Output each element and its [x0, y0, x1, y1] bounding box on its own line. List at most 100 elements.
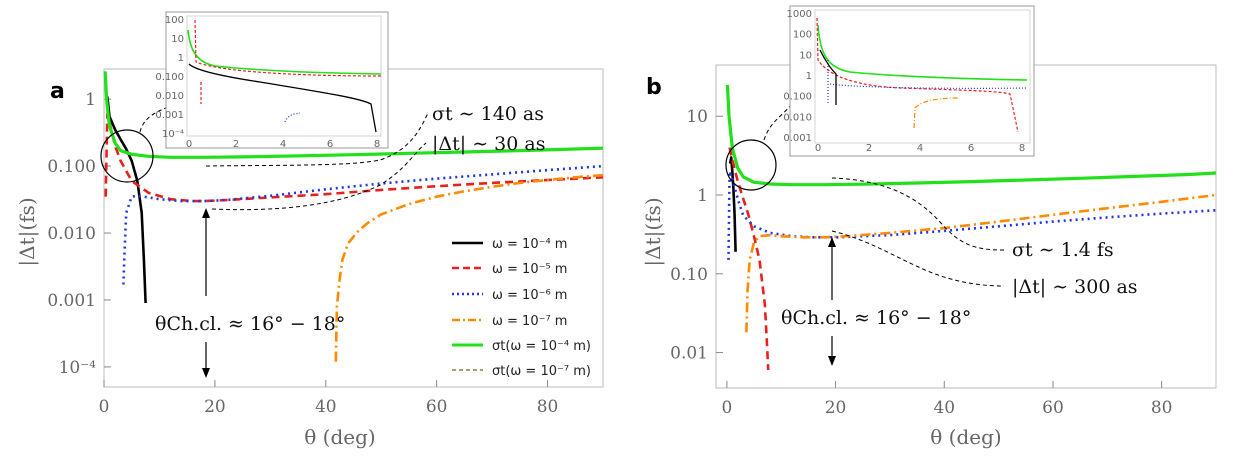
arrowhead-up-b [828, 237, 836, 247]
inset-series-orange-b [913, 97, 961, 129]
zoom-connector-b [763, 103, 793, 141]
inset-y-tick-b-4: 0.100 [783, 92, 812, 103]
panel-label-b: b [646, 75, 662, 100]
inset-ticks-b: 0 2 4 6 8 1000 100 10 1 0.100 0.010 0.001 [783, 9, 1025, 154]
inset-plot-b: 0 2 4 6 8 1000 100 10 1 0.100 0.010 0.001 [783, 5, 1035, 157]
inset-series-green-b [817, 24, 1028, 81]
series-line-b-4 [725, 84, 1217, 187]
zoom-circle-b [725, 139, 777, 191]
inset-y-tick-b-6: 0.001 [783, 133, 812, 144]
y-tick-label-a-1: 0.100 [47, 157, 96, 177]
legend-label-5: σt(ω = 10⁻⁴ m) [492, 339, 591, 354]
y-axis-label-b: |Δt|(fs) [641, 197, 666, 266]
inset-x-tick-b-0: 0 [815, 143, 821, 154]
inset-frame-a [186, 15, 382, 137]
inset-y-tick-a-2: 1 [178, 53, 184, 64]
series-group-a [103, 71, 604, 362]
y-tick-label-b-3: 0.01 [670, 344, 708, 364]
inset-y-tick-b-0: 1000 [787, 9, 812, 20]
y-tick-label-a-0: 1 [85, 90, 96, 110]
x-tick-label-a-1: 20 [204, 397, 226, 417]
legend: ω = 10⁻⁴ m ω = 10⁻⁵ m ω = 10⁻⁶ m ω = 10⁻… [452, 237, 591, 379]
x-tick-label-a-4: 80 [537, 397, 559, 417]
series-line-b-2 [727, 170, 1217, 260]
annotation-sigma-a: σt ∼ 140 as [432, 103, 544, 125]
arrowhead-up-a [202, 208, 210, 218]
annotation-dt-a: |Δt| ∼ 30 as [432, 133, 545, 155]
inset-x-tick-b-2: 4 [917, 143, 923, 154]
legend-label-3: ω = 10⁻⁶ m [492, 288, 567, 303]
inset-background-a [165, 11, 389, 149]
inset-x-tick-a-2: 4 [280, 139, 286, 150]
inset-y-tick-a-1: 10 [171, 34, 184, 45]
inset-frame-b [814, 9, 1031, 144]
inset-x-tick-b-1: 2 [866, 143, 872, 154]
annotation-cherenkov-a: θCh.cl. ≈ 16° − 18° [155, 313, 345, 335]
x-tick-label-b-0: 0 [721, 398, 732, 418]
annotation-sigma-b: σt ∼ 1.4 fs [1012, 239, 1114, 261]
y-tick-label-a-2: 0.010 [47, 224, 96, 244]
inset-ticks-a: 0 2 4 6 8 100 10 1 0.100 0.010 0.001 10⁻⁴ [155, 15, 380, 150]
panel-label-a: a [50, 79, 65, 104]
legend-label-2: ω = 10⁻⁵ m [492, 262, 567, 277]
callout-dt-a [211, 142, 427, 211]
axis-ticks-a: 0 20 40 60 80 1 0.100 0.010 0.001 10⁻⁴ [47, 90, 558, 417]
series-line-b-3 [745, 193, 1217, 333]
y-tick-label-b-2: 0.10 [670, 265, 708, 285]
series-line-b-0 [728, 156, 737, 252]
annotation-dt-b: |Δt| ∼ 300 as [1012, 276, 1138, 298]
x-axis-label-b: θ (deg) [930, 425, 1001, 449]
y-tick-label-a-3: 0.001 [47, 291, 96, 311]
legend-label-4: ω = 10⁻⁷ m [492, 314, 567, 329]
y-tick-label-b-1: 1 [697, 186, 708, 206]
inset-y-tick-b-2: 10 [799, 50, 812, 61]
series-group-b [725, 84, 1217, 371]
inset-series-black-b [819, 49, 837, 105]
x-tick-label-a-0: 0 [99, 397, 110, 417]
inset-x-tick-b-4: 8 [1019, 143, 1025, 154]
inset-y-tick-b-3: 1 [806, 71, 812, 82]
zoom-circle-a [100, 129, 154, 183]
inset-y-tick-b-1: 100 [793, 30, 812, 41]
legend-label-1: ω = 10⁻⁴ m [492, 237, 567, 252]
x-axis-label-a: θ (deg) [304, 425, 375, 449]
inset-y-tick-a-6: 10⁻⁴ [162, 129, 184, 140]
legend-label-6: σt(ω = 10⁻⁷ m) [492, 364, 591, 379]
series-line-a-3 [334, 173, 604, 362]
arrowhead-down-a [202, 368, 210, 378]
annotation-cherenkov-b: θCh.cl. ≈ 16° − 18° [781, 307, 971, 329]
x-tick-label-b-3: 60 [1042, 398, 1064, 418]
inset-series-red-b [816, 17, 1019, 133]
inset-x-tick-a-1: 2 [233, 139, 239, 150]
inset-series-red-a [194, 19, 382, 77]
y-tick-label-b-0: 10 [686, 107, 708, 127]
inset-x-tick-b-3: 6 [968, 143, 974, 154]
inset-x-tick-a-3: 6 [327, 139, 333, 150]
x-tick-label-a-2: 40 [315, 397, 337, 417]
inset-series-black-a [188, 63, 377, 133]
x-tick-label-a-3: 60 [426, 397, 448, 417]
series-line-a-4 [103, 71, 604, 159]
inset-y-tick-a-3: 0.100 [155, 72, 184, 83]
inset-y-tick-b-5: 0.010 [783, 112, 812, 123]
y-tick-label-a-4: 10⁻⁴ [59, 358, 97, 378]
inset-y-tick-a-4: 0.010 [155, 91, 184, 102]
inset-series-blue-b [827, 60, 1028, 104]
inset-y-tick-a-0: 100 [165, 15, 184, 26]
callout-dt-b [831, 230, 1005, 287]
inset-background-b [789, 5, 1035, 157]
inset-plot-a: 0 2 4 6 8 100 10 1 0.100 0.010 0.001 10⁻⁴ [155, 11, 389, 150]
inset-y-tick-a-5: 0.001 [155, 110, 184, 121]
callout-sigma-a [205, 112, 429, 167]
x-tick-label-b-1: 20 [825, 398, 847, 418]
series-line-b-1 [728, 147, 770, 371]
arrowhead-down-b [828, 356, 836, 366]
x-tick-label-b-2: 40 [933, 398, 955, 418]
x-tick-label-b-4: 80 [1151, 398, 1173, 418]
callout-sigma-b [831, 177, 1005, 251]
y-axis-label-a: |Δt|(fs) [15, 197, 40, 266]
